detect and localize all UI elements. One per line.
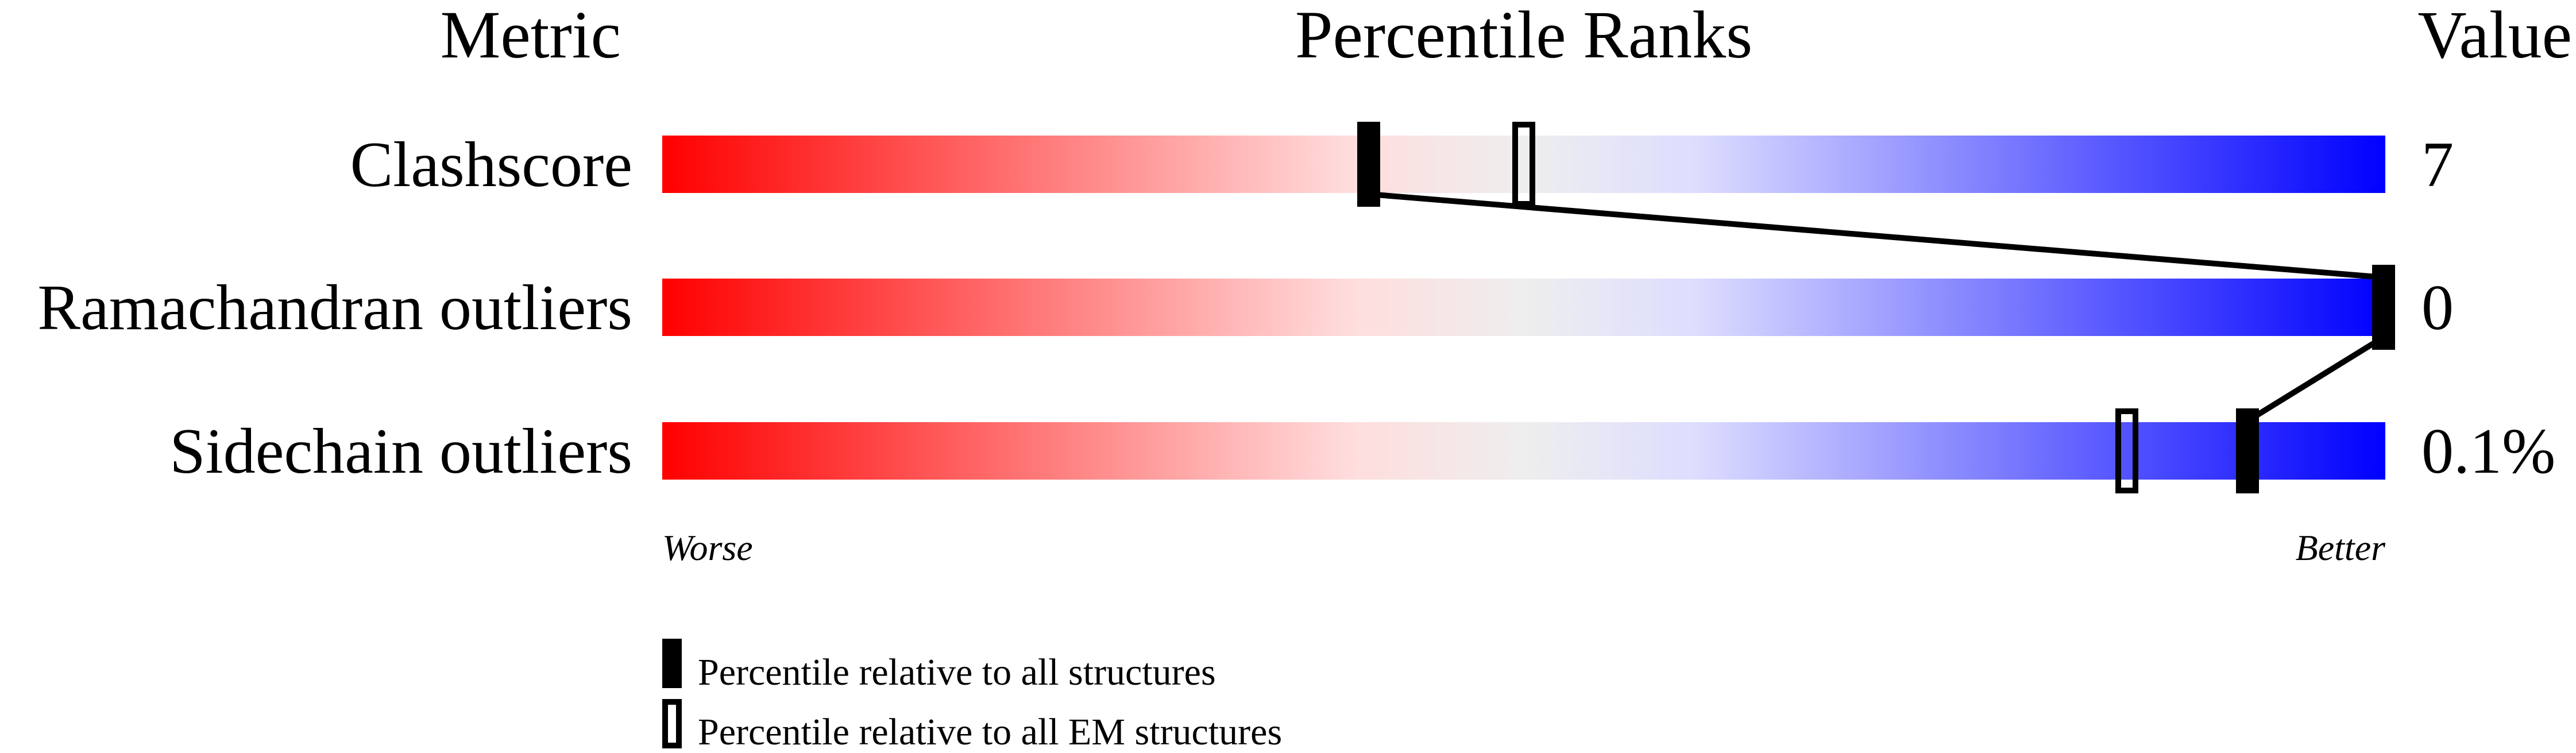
- metric-label: Ramachandran outliers: [37, 272, 632, 343]
- em-percentile-marker: [2115, 408, 2138, 493]
- all-percentile-marker: [2372, 265, 2395, 350]
- all-percentile-marker: [1357, 122, 1380, 207]
- metric-label: Clashscore: [350, 129, 632, 200]
- header-metric: Metric: [440, 0, 621, 72]
- legend-open-marker-icon: [662, 699, 682, 748]
- gradient-bar: [662, 422, 2385, 480]
- metric-label: Sidechain outliers: [169, 416, 632, 487]
- header-value: Value: [2417, 0, 2572, 72]
- metric-value: 7: [2421, 129, 2454, 200]
- metric-value: 0: [2421, 272, 2454, 343]
- worse-label: Worse: [662, 527, 753, 568]
- legend-em-structures: Percentile relative to all EM structures: [698, 711, 1282, 753]
- em-percentile-marker: [1512, 122, 1535, 207]
- legend-all-structures: Percentile relative to all structures: [698, 651, 1216, 693]
- metric-value: 0.1%: [2421, 416, 2555, 487]
- legend-filled-marker-icon: [662, 639, 682, 688]
- better-label: Better: [2296, 527, 2386, 568]
- gradient-bar: [662, 279, 2385, 336]
- connector-line: [2246, 334, 2385, 424]
- connector-line: [1368, 191, 2384, 280]
- header-percentile-ranks: Percentile Ranks: [1295, 0, 1752, 72]
- gradient-bar: [662, 136, 2385, 193]
- all-percentile-marker: [2236, 408, 2259, 493]
